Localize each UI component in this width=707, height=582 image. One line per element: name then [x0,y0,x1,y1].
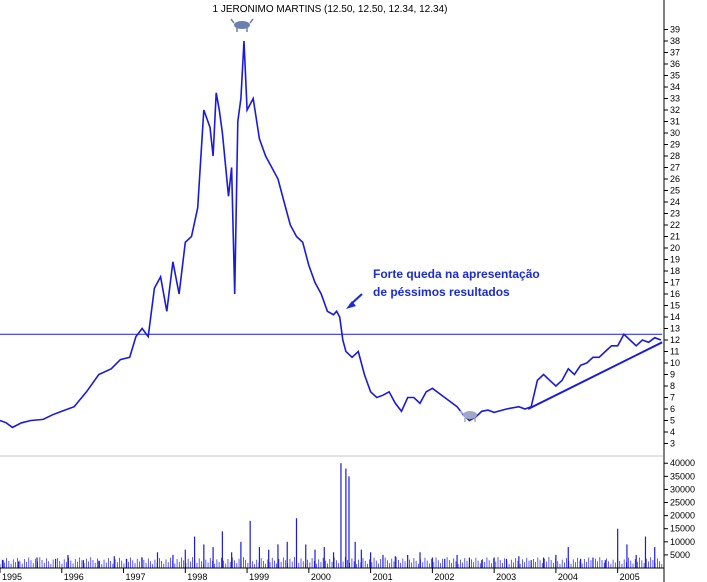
volume-tick-label: 20000 [670,511,695,521]
volume-tick-label: 35000 [670,471,695,481]
price-tick-label: 34 [670,82,680,92]
price-tick-label: 17 [670,278,680,288]
year-tick-label: 1998 [187,572,207,582]
volume-tick-label: 40000 [670,458,695,468]
price-tick-label: 13 [670,324,680,334]
annotation-line-1: Forte queda na apresentação [373,267,540,281]
price-tick-label: 33 [670,94,680,104]
volume-tick-label: 25000 [670,498,695,508]
time-axis: 1995 1996 1997 1998 1999 2000 2001 2002 2003 2004… [0,568,640,582]
annotation: Forte queda na apresentação de péssimos … [346,267,540,309]
price-tick-label: 27 [670,163,680,173]
price-tick-label: 18 [670,266,680,276]
price-tick-label: 28 [670,151,680,161]
volume-tick-label: 15000 [670,524,695,534]
price-tick-label: 14 [670,312,680,322]
price-tick-label: 4 [670,427,675,437]
price-tick-label: 22 [670,220,680,230]
price-series-line [0,40,662,429]
chart-frame [0,0,665,582]
year-tick-label: 2000 [311,572,331,582]
volume-bars [0,463,663,568]
price-tick-label: 39 [670,25,680,35]
year-tick-label: 2002 [434,572,454,582]
year-tick-label: 1997 [126,572,146,582]
price-tick-label: 26 [670,174,680,184]
price-tick-label: 11 [670,347,679,357]
price-tick-label: 35 [670,71,680,81]
price-tick-label: 15 [670,301,680,311]
price-tick-label: 32 [670,105,680,115]
price-tick-label: 37 [670,48,680,58]
volume-tick-label: 30000 [670,484,695,494]
year-tick-label: 2004 [558,572,578,582]
price-tick-label: 29 [670,140,680,150]
price-tick-label: 38 [670,36,680,46]
price-tick-label: 3 [670,439,675,449]
volume-axis: 5000 10000 15000 20000 25000 30000 35000 40000 [664,458,695,560]
price-tick-label: 7 [670,393,675,403]
price-tick-label: 31 [670,117,680,127]
price-tick-label: 9 [670,370,675,380]
price-tick-label: 16 [670,289,680,299]
trough-bear-icon [459,410,477,422]
price-tick-label: 24 [670,197,680,207]
price-tick-label: 5 [670,416,675,426]
peak-bull-icon [230,18,254,32]
price-tick-label: 10 [670,358,680,368]
price-tick-label: 12 [670,335,680,345]
price-tick-label: 30 [670,128,680,138]
year-tick-label: 1996 [64,572,84,582]
price-tick-label: 21 [670,232,680,242]
year-tick-label: 1995 [2,572,22,582]
year-tick-label: 2001 [373,572,393,582]
price-axis: 3456789101112131415161718192021222324252… [664,25,680,449]
volume-tick-label: 5000 [670,550,690,560]
chart-title: 1 JERONIMO MARTINS (12.50, 12.50, 12.34,… [213,4,448,15]
annotation-arrow-icon [346,293,363,309]
support-lines [0,333,663,410]
price-tick-label: 20 [670,243,680,253]
rising-trend-line [527,341,663,410]
year-tick-label: 2003 [496,572,516,582]
annotation-line-2: de péssimos resultados [373,285,510,299]
price-tick-label: 25 [670,186,680,196]
price-tick-label: 19 [670,255,680,265]
price-tick-label: 8 [670,381,675,391]
year-tick-label: 1999 [249,572,269,582]
price-tick-label: 36 [670,59,680,69]
price-tick-label: 6 [670,404,675,414]
price-tick-label: 23 [670,209,680,219]
year-tick-label: 2005 [620,572,640,582]
volume-tick-label: 10000 [670,537,695,547]
